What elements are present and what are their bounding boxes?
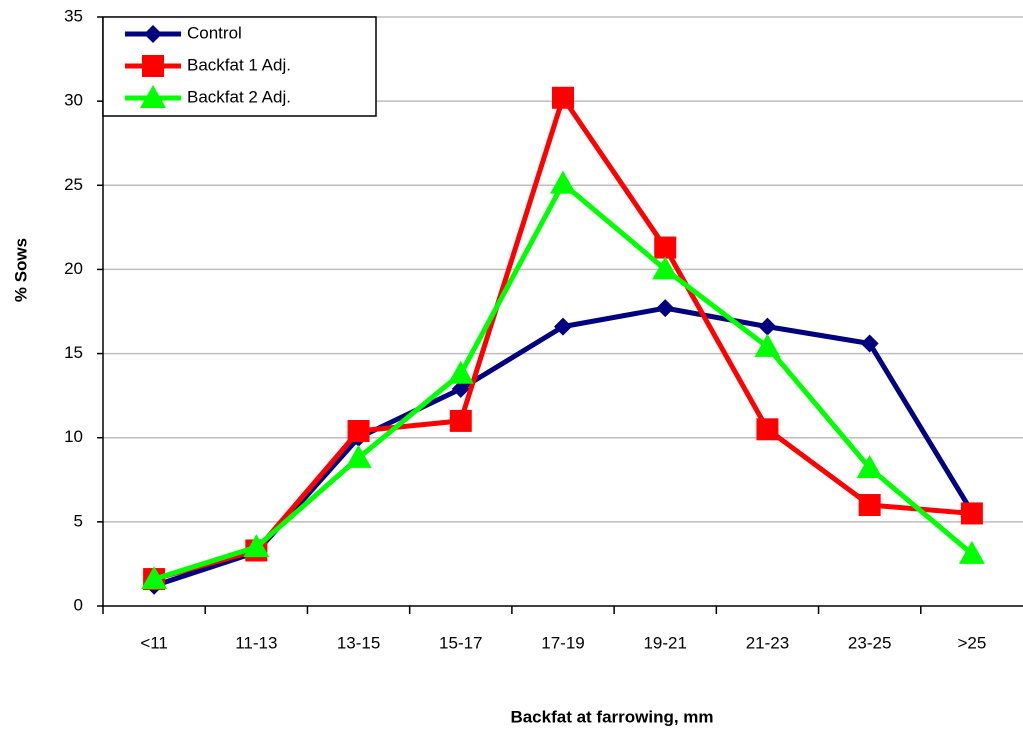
y-tick-label: 25	[64, 175, 83, 194]
legend-label: Backfat 1 Adj.	[187, 55, 291, 74]
x-tick-label: <11	[140, 633, 168, 652]
data-point	[141, 566, 168, 590]
series-line	[153, 181, 974, 582]
y-tick-label: 20	[64, 259, 83, 278]
data-point	[758, 317, 777, 336]
x-tick-label: 13-15	[337, 633, 380, 652]
y-axis-title: % Sows	[11, 238, 30, 302]
data-point	[656, 299, 675, 318]
series	[145, 299, 981, 595]
legend-label: Backfat 2 Adj.	[187, 87, 291, 106]
data-point	[652, 256, 679, 280]
x-tick-label: 19-21	[643, 633, 686, 652]
data-point	[347, 419, 370, 442]
y-tick-label: 15	[64, 343, 83, 362]
series	[143, 86, 983, 591]
data-point	[243, 534, 270, 558]
y-tick-label: 5	[74, 511, 83, 530]
x-axis-title: Backfat at farrowing, mm	[510, 707, 713, 726]
x-tick-label: 23-25	[848, 633, 891, 652]
data-point	[447, 360, 474, 384]
y-tick-label: 35	[64, 6, 83, 25]
x-tick-label: 21-23	[746, 633, 789, 652]
data-point	[550, 170, 576, 194]
data-point	[451, 379, 470, 398]
legend-marker	[142, 55, 164, 77]
series	[141, 170, 985, 590]
data-point	[754, 333, 781, 357]
data-point	[345, 444, 372, 468]
x-tick-label: >25	[957, 633, 986, 652]
data-point	[960, 502, 983, 525]
x-tick-label: 15-17	[439, 633, 482, 652]
legend-marker	[140, 85, 166, 108]
legend-label: Control	[187, 23, 242, 42]
data-point	[654, 236, 677, 259]
data-point	[552, 86, 574, 109]
x-tick-label: 11-13	[235, 633, 277, 652]
legend: Control Backfat 1 Adj. Backfat 2 Adj.	[102, 16, 377, 117]
y-tick-label: 30	[64, 91, 83, 110]
data-point	[554, 317, 572, 336]
data-point	[756, 418, 779, 441]
legend-marker	[144, 25, 162, 43]
y-tick-label: 0	[74, 595, 83, 614]
data-point	[958, 540, 985, 564]
y-tick-label: 10	[64, 427, 83, 446]
data-point	[856, 455, 883, 479]
x-tick-label: 17-19	[541, 633, 584, 652]
data-point	[860, 334, 879, 353]
data-point	[858, 494, 881, 517]
data-point	[449, 409, 472, 432]
